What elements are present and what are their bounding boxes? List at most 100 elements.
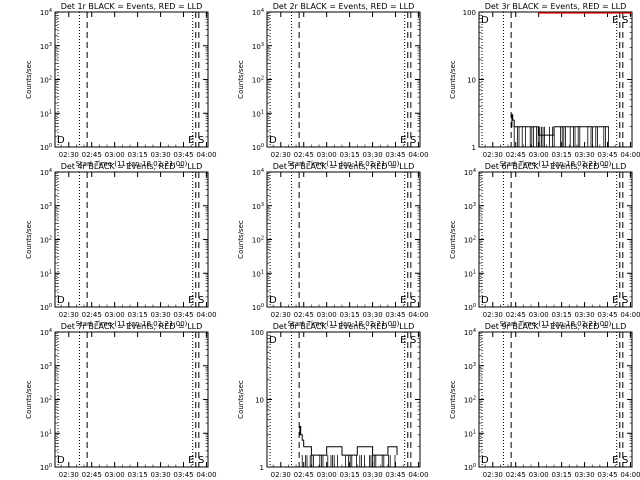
x-tick-label: 03:30 [362, 311, 382, 319]
y-axis-label: Counts/sec [25, 60, 33, 99]
marker-label-e: E [400, 295, 406, 306]
x-tick-label: 04:00 [408, 471, 428, 479]
x-tick-label: 03:45 [597, 471, 617, 479]
marker-label-d: D [481, 455, 489, 466]
x-tick-label: 03:00 [317, 311, 337, 319]
x-tick-label: 04:00 [196, 311, 216, 319]
y-tick-label: 1 [472, 144, 476, 152]
x-axis-label: Start Time (11-Jan-18 02:21:00) [500, 160, 612, 168]
event-series-line [299, 425, 398, 456]
marker-label-e: E [612, 295, 618, 306]
x-tick-label: 02:30 [59, 311, 79, 319]
marker-label-e: E [612, 455, 618, 466]
y-tick-label: 100 [40, 303, 52, 312]
y-tick-label: 100 [464, 463, 476, 472]
marker-label-s: S [622, 295, 628, 306]
y-tick-label: 104 [252, 168, 264, 177]
marker-label-e: E [188, 295, 194, 306]
x-tick-label: 02:30 [483, 471, 503, 479]
marker-label-e: E [188, 455, 194, 466]
y-tick-label: 101 [40, 429, 52, 438]
panel-det-2: Det 2r BLACK = Events, RED = LLD 100 101 10… [237, 2, 429, 168]
y-tick-label: 102 [40, 396, 52, 405]
panel-det-3: Det 3r BLACK = Events, RED = LLD 1 10 100 02… [449, 2, 640, 168]
y-axis-label: Counts/sec [237, 380, 245, 419]
y-tick-label: 104 [464, 168, 476, 177]
x-axis-label: Start Time (11-Jan-18 02:21:00) [500, 320, 612, 328]
x-tick-label: 03:30 [150, 471, 170, 479]
y-tick-label: 102 [464, 396, 476, 405]
marker-label-d: D [481, 15, 489, 26]
x-tick-label: 03:00 [529, 471, 549, 479]
x-tick-label: 03:45 [173, 311, 193, 319]
y-tick-label: 103 [40, 362, 52, 371]
y-tick-label: 103 [252, 42, 264, 51]
x-tick-label: 03:15 [128, 471, 148, 479]
y-axis-label: Counts/sec [449, 220, 457, 259]
x-tick-label: 02:30 [271, 311, 291, 319]
y-tick-label: 101 [252, 269, 264, 278]
x-tick-label: 02:30 [271, 151, 291, 159]
marker-label-e: E [188, 135, 194, 146]
x-tick-label: 03:15 [340, 471, 360, 479]
x-tick-label: 02:30 [59, 471, 79, 479]
y-tick-label: 100 [40, 143, 52, 152]
x-tick-label: 02:30 [483, 311, 503, 319]
plot-frame [54, 11, 209, 148]
y-axis-label: Counts/sec [449, 380, 457, 419]
y-tick-label: 104 [40, 168, 52, 177]
y-tick-label: 103 [40, 202, 52, 211]
x-tick-label: 04:00 [620, 471, 640, 479]
y-tick-label: 100 [463, 9, 476, 17]
x-tick-label: 03:15 [340, 311, 360, 319]
x-tick-label: 03:00 [105, 151, 125, 159]
panel-det-9: Det 9r BLACK = Events, RED = LLD 100 101 10… [449, 322, 640, 479]
x-tick-label: 03:30 [574, 151, 594, 159]
x-tick-label: 02:30 [271, 471, 291, 479]
plot-frame [478, 331, 633, 468]
y-tick-label: 101 [40, 269, 52, 278]
marker-label-s: S [410, 335, 416, 346]
x-tick-label: 03:15 [552, 471, 572, 479]
y-tick-label: 103 [40, 42, 52, 51]
plot-frame [266, 11, 421, 148]
x-tick-label: 03:30 [150, 151, 170, 159]
marker-label-s: S [410, 295, 416, 306]
y-tick-label: 103 [252, 202, 264, 211]
x-tick-label: 03:30 [574, 311, 594, 319]
marker-label-d: D [269, 335, 277, 346]
marker-label-d: D [57, 455, 65, 466]
plot-frame [478, 171, 633, 308]
x-tick-label: 02:30 [59, 151, 79, 159]
x-tick-label: 02:30 [483, 151, 503, 159]
panel-title: Det 1r BLACK = Events, RED = LLD [61, 2, 203, 11]
x-tick-label: 03:15 [340, 151, 360, 159]
x-tick-label: 04:00 [196, 151, 216, 159]
x-tick-label: 03:00 [529, 311, 549, 319]
y-tick-label: 101 [252, 109, 264, 118]
x-axis-label: Start Time (11-Jan-18 02:21:00) [288, 160, 400, 168]
panel-det-1: Det 1r BLACK = Events, RED = LLD 100 101 10… [25, 2, 217, 168]
x-tick-label: 03:45 [173, 471, 193, 479]
y-tick-label: 102 [40, 76, 52, 85]
plot-frame [54, 171, 209, 308]
y-tick-label: 101 [464, 269, 476, 278]
panel-det-7: Det 7r BLACK = Events, RED = LLD 100 101 10… [25, 322, 217, 479]
x-tick-label: 02:45 [294, 311, 314, 319]
event-series-line [511, 114, 609, 136]
panel-title: Det 5r BLACK = Events, RED = LLD [273, 162, 415, 171]
marker-label-d: D [57, 135, 65, 146]
x-tick-label: 03:45 [597, 311, 617, 319]
marker-label-s: S [622, 455, 628, 466]
y-tick-label: 102 [40, 236, 52, 245]
marker-label-d: D [57, 295, 65, 306]
marker-label-d: D [269, 135, 277, 146]
panel-det-4: Det 4r BLACK = Events, RED = LLD 100 101 10… [25, 162, 217, 328]
x-tick-label: 03:00 [105, 311, 125, 319]
x-tick-label: 03:30 [574, 471, 594, 479]
y-tick-label: 101 [464, 429, 476, 438]
x-tick-label: 03:00 [529, 151, 549, 159]
y-axis-label: Counts/sec [25, 220, 33, 259]
panel-det-5: Det 5r BLACK = Events, RED = LLD 100 101 10… [237, 162, 429, 328]
